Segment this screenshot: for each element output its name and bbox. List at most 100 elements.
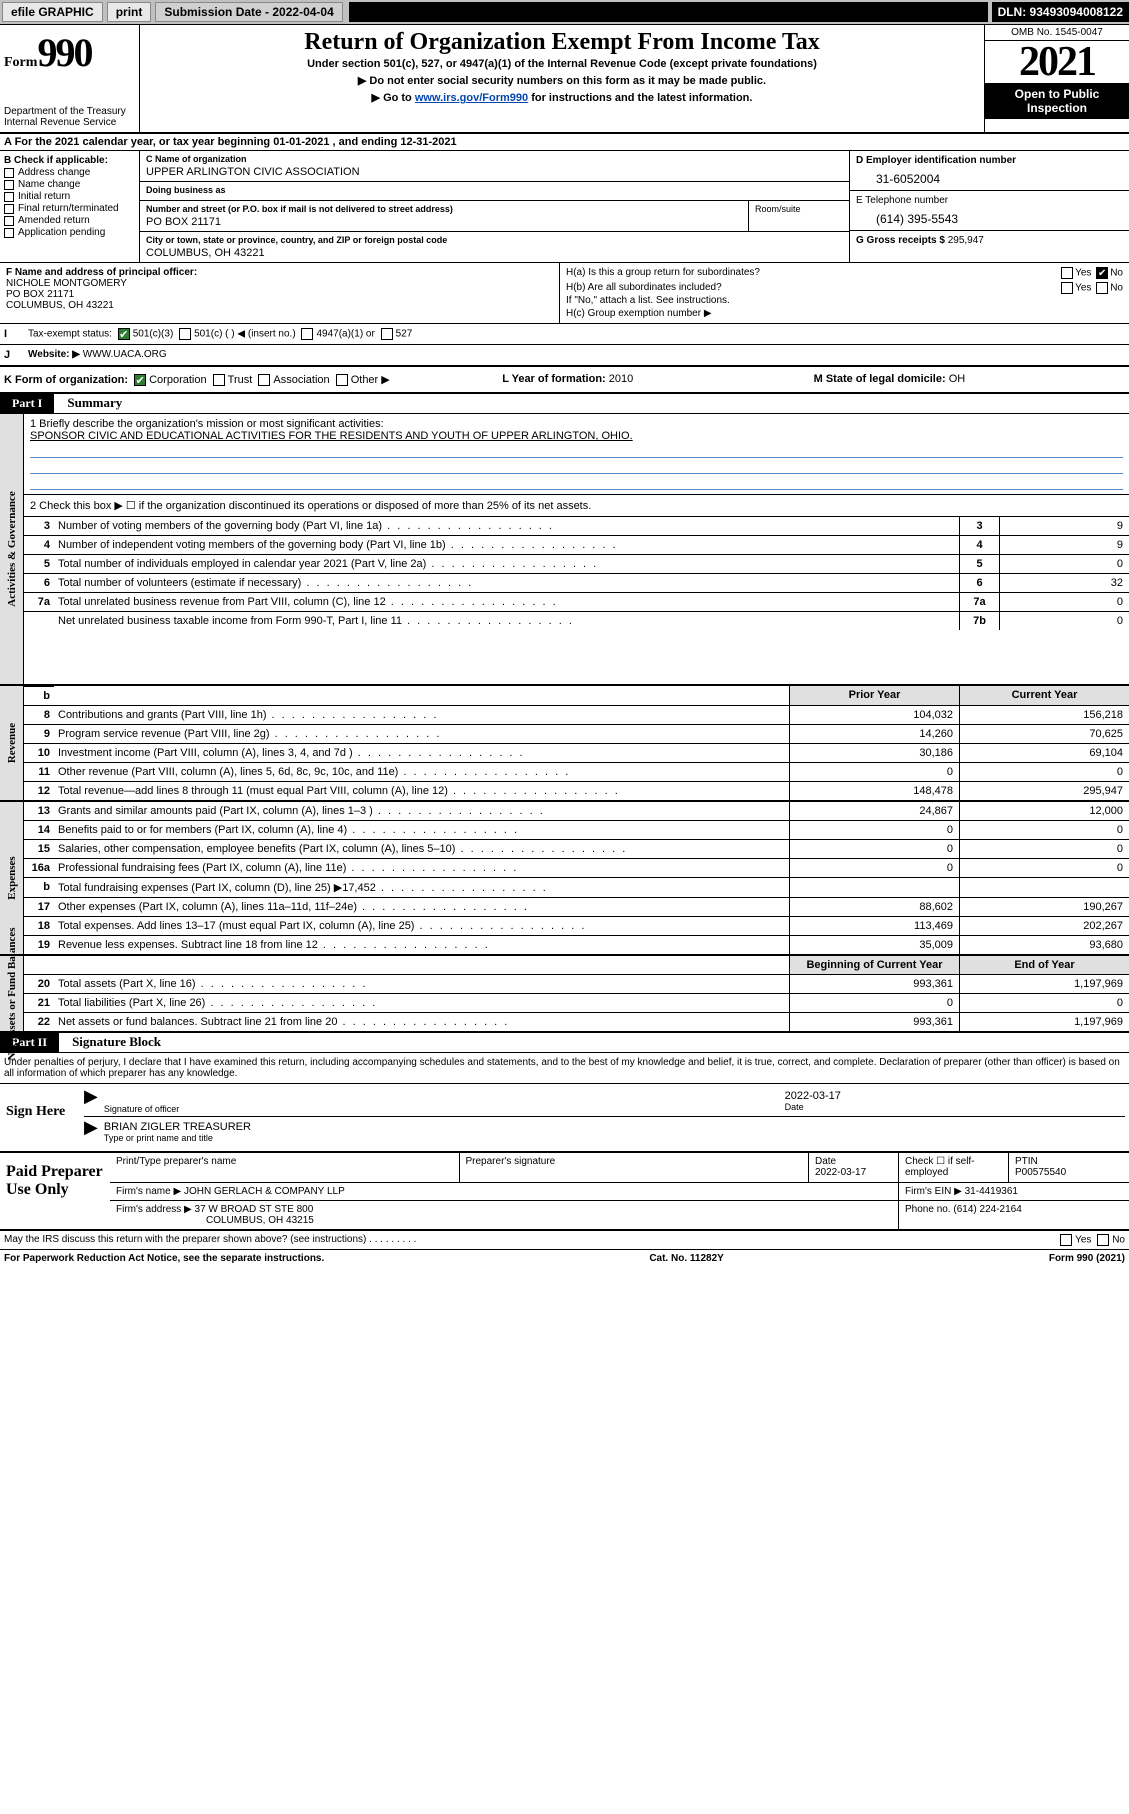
- tax-exempt-row: I Tax-exempt status: ✔501(c)(3) 501(c) (…: [0, 324, 1129, 345]
- form-title: Return of Organization Exempt From Incom…: [148, 29, 976, 56]
- year-block: OMB No. 1545-0047 2021 Open to Public In…: [984, 25, 1129, 132]
- ptin-label: PTIN: [1015, 1156, 1123, 1167]
- year-formation-label: L Year of formation:: [502, 373, 606, 385]
- firm-phone-label: Phone no.: [905, 1204, 951, 1215]
- gov-row: Net unrelated business taxable income fr…: [24, 612, 1129, 630]
- summary-grid: Activities & Governance 1 Briefly descri…: [0, 414, 1129, 686]
- vtab-revenue: Revenue: [0, 686, 24, 800]
- arrow-icon: ▶: [84, 1121, 98, 1143]
- col-c-entity-info: C Name of organization UPPER ARLINGTON C…: [140, 151, 849, 262]
- telephone-value: (614) 395-5543: [856, 212, 1123, 226]
- instructions-link[interactable]: www.irs.gov/Form990: [415, 92, 528, 104]
- cb-527[interactable]: [381, 328, 393, 340]
- year-formation-value: 2010: [609, 373, 633, 385]
- data-row: 11Other revenue (Part VIII, column (A), …: [24, 763, 1129, 782]
- data-row: bTotal fundraising expenses (Part IX, co…: [24, 878, 1129, 898]
- data-row: 20Total assets (Part X, line 16)993,3611…: [24, 975, 1129, 994]
- gov-row: 4Number of independent voting members of…: [24, 536, 1129, 555]
- part1-header: Part I Summary: [0, 394, 1129, 414]
- dba-label: Doing business as: [146, 185, 843, 195]
- principal-officer: F Name and address of principal officer:…: [0, 263, 560, 323]
- cb-trust[interactable]: [213, 374, 225, 386]
- officer-group-block: F Name and address of principal officer:…: [0, 263, 1129, 324]
- ha-no[interactable]: ✔: [1096, 267, 1108, 279]
- top-toolbar: efile GRAPHIC print Submission Date - 20…: [0, 0, 1129, 25]
- firm-addr-label: Firm's address ▶: [116, 1204, 192, 1215]
- end-year-header: End of Year: [959, 956, 1129, 974]
- subtitle-1: Under section 501(c), 527, or 4947(a)(1)…: [148, 58, 976, 70]
- discuss-no[interactable]: [1097, 1234, 1109, 1246]
- ha-label: H(a) Is this a group return for subordin…: [566, 267, 760, 278]
- sig-date-label: Date: [785, 1102, 1125, 1112]
- gov-row: 6Total number of volunteers (estimate if…: [24, 574, 1129, 593]
- sig-officer-label: Signature of officer: [104, 1104, 785, 1114]
- cb-501c3[interactable]: ✔: [118, 328, 130, 340]
- col-d-numbers: D Employer identification number 31-6052…: [849, 151, 1129, 262]
- cb-other[interactable]: [336, 374, 348, 386]
- cb-corporation[interactable]: ✔: [134, 374, 146, 386]
- print-button[interactable]: print: [107, 2, 152, 22]
- netassets-grid: Net Assets or Fund Balances Beginning of…: [0, 956, 1129, 1033]
- tax-year: 2021: [985, 41, 1129, 83]
- expenses-grid: Expenses 13Grants and similar amounts pa…: [0, 802, 1129, 956]
- ha-yes[interactable]: [1061, 267, 1073, 279]
- data-row: 10Investment income (Part VIII, column (…: [24, 744, 1129, 763]
- hb-no[interactable]: [1096, 282, 1108, 294]
- dln-label: DLN: 93493094008122: [992, 2, 1129, 22]
- hb-yes[interactable]: [1061, 282, 1073, 294]
- sign-here-label: Sign Here: [0, 1084, 80, 1151]
- gov-row: 5Total number of individuals employed in…: [24, 555, 1129, 574]
- cb-association[interactable]: [258, 374, 270, 386]
- cb-amended-return[interactable]: Amended return: [4, 215, 135, 226]
- officer-addr1: PO BOX 21171: [6, 289, 553, 300]
- revenue-grid: Revenue b Prior Year Current Year 8Contr…: [0, 686, 1129, 802]
- hb-note: If "No," attach a list. See instructions…: [566, 295, 1123, 306]
- penalty-statement: Under penalties of perjury, I declare th…: [0, 1053, 1129, 1084]
- sig-date: 2022-03-17: [785, 1090, 1125, 1102]
- domicile-value: OH: [949, 373, 966, 385]
- firm-name-label: Firm's name ▶: [116, 1186, 181, 1197]
- data-row: 15Salaries, other compensation, employee…: [24, 840, 1129, 859]
- cb-4947[interactable]: [301, 328, 313, 340]
- ptin-value: P00575540: [1015, 1167, 1123, 1178]
- data-row: 12Total revenue—add lines 8 through 11 (…: [24, 782, 1129, 800]
- cb-address-change[interactable]: Address change: [4, 167, 135, 178]
- print-name-label: Type or print name and title: [104, 1133, 1125, 1143]
- col-b-checkboxes: B Check if applicable: Address change Na…: [0, 151, 140, 262]
- mission-question: 1 Briefly describe the organization's mi…: [30, 418, 1123, 430]
- current-year-header: Current Year: [959, 686, 1129, 705]
- cb-name-change[interactable]: Name change: [4, 179, 135, 190]
- cb-application-pending[interactable]: Application pending: [4, 227, 135, 238]
- dept-label: Department of the Treasury: [4, 106, 135, 117]
- preparer-label: Paid Preparer Use Only: [0, 1153, 110, 1229]
- tax-exempt-label: Tax-exempt status:: [28, 329, 112, 340]
- vtab-governance: Activities & Governance: [0, 414, 24, 684]
- klm-row: K Form of organization: ✔Corporation Tru…: [0, 367, 1129, 394]
- form-id-block: Form990 Department of the Treasury Inter…: [0, 25, 140, 132]
- prior-year-header: Prior Year: [789, 686, 959, 705]
- group-return-block: H(a) Is this a group return for subordin…: [560, 263, 1129, 323]
- part2-title: Signature Block: [62, 1034, 161, 1050]
- officer-print-name: BRIAN ZIGLER TREASURER: [104, 1121, 1125, 1133]
- public-inspection: Open to Public Inspection: [985, 83, 1129, 119]
- discuss-question: May the IRS discuss this return with the…: [4, 1234, 366, 1245]
- prep-sig-label: Preparer's signature: [460, 1153, 810, 1182]
- website-row: J Website: ▶ WWW.UACA.ORG: [0, 345, 1129, 367]
- website-label: Website: ▶: [28, 349, 80, 360]
- vtab-netassets: Net Assets or Fund Balances: [0, 956, 24, 1031]
- discuss-yes[interactable]: [1060, 1234, 1072, 1246]
- part2-header: Part II Signature Block: [0, 1033, 1129, 1053]
- cb-501c[interactable]: [179, 328, 191, 340]
- data-row: 17Other expenses (Part IX, column (A), l…: [24, 898, 1129, 917]
- cb-initial-return[interactable]: Initial return: [4, 191, 135, 202]
- website-value: WWW.UACA.ORG: [83, 349, 167, 360]
- data-row: 21Total liabilities (Part X, line 26)00: [24, 994, 1129, 1013]
- data-row: 18Total expenses. Add lines 13–17 (must …: [24, 917, 1129, 936]
- firm-ein-label: Firm's EIN ▶: [905, 1186, 962, 1197]
- self-employed-check[interactable]: Check ☐ if self-employed: [899, 1153, 1009, 1182]
- ein-value: 31-6052004: [856, 172, 1123, 186]
- ein-label: D Employer identification number: [856, 155, 1123, 166]
- pra-notice: For Paperwork Reduction Act Notice, see …: [4, 1253, 324, 1264]
- cb-final-return[interactable]: Final return/terminated: [4, 203, 135, 214]
- net-header-row: Beginning of Current Year End of Year: [24, 956, 1129, 975]
